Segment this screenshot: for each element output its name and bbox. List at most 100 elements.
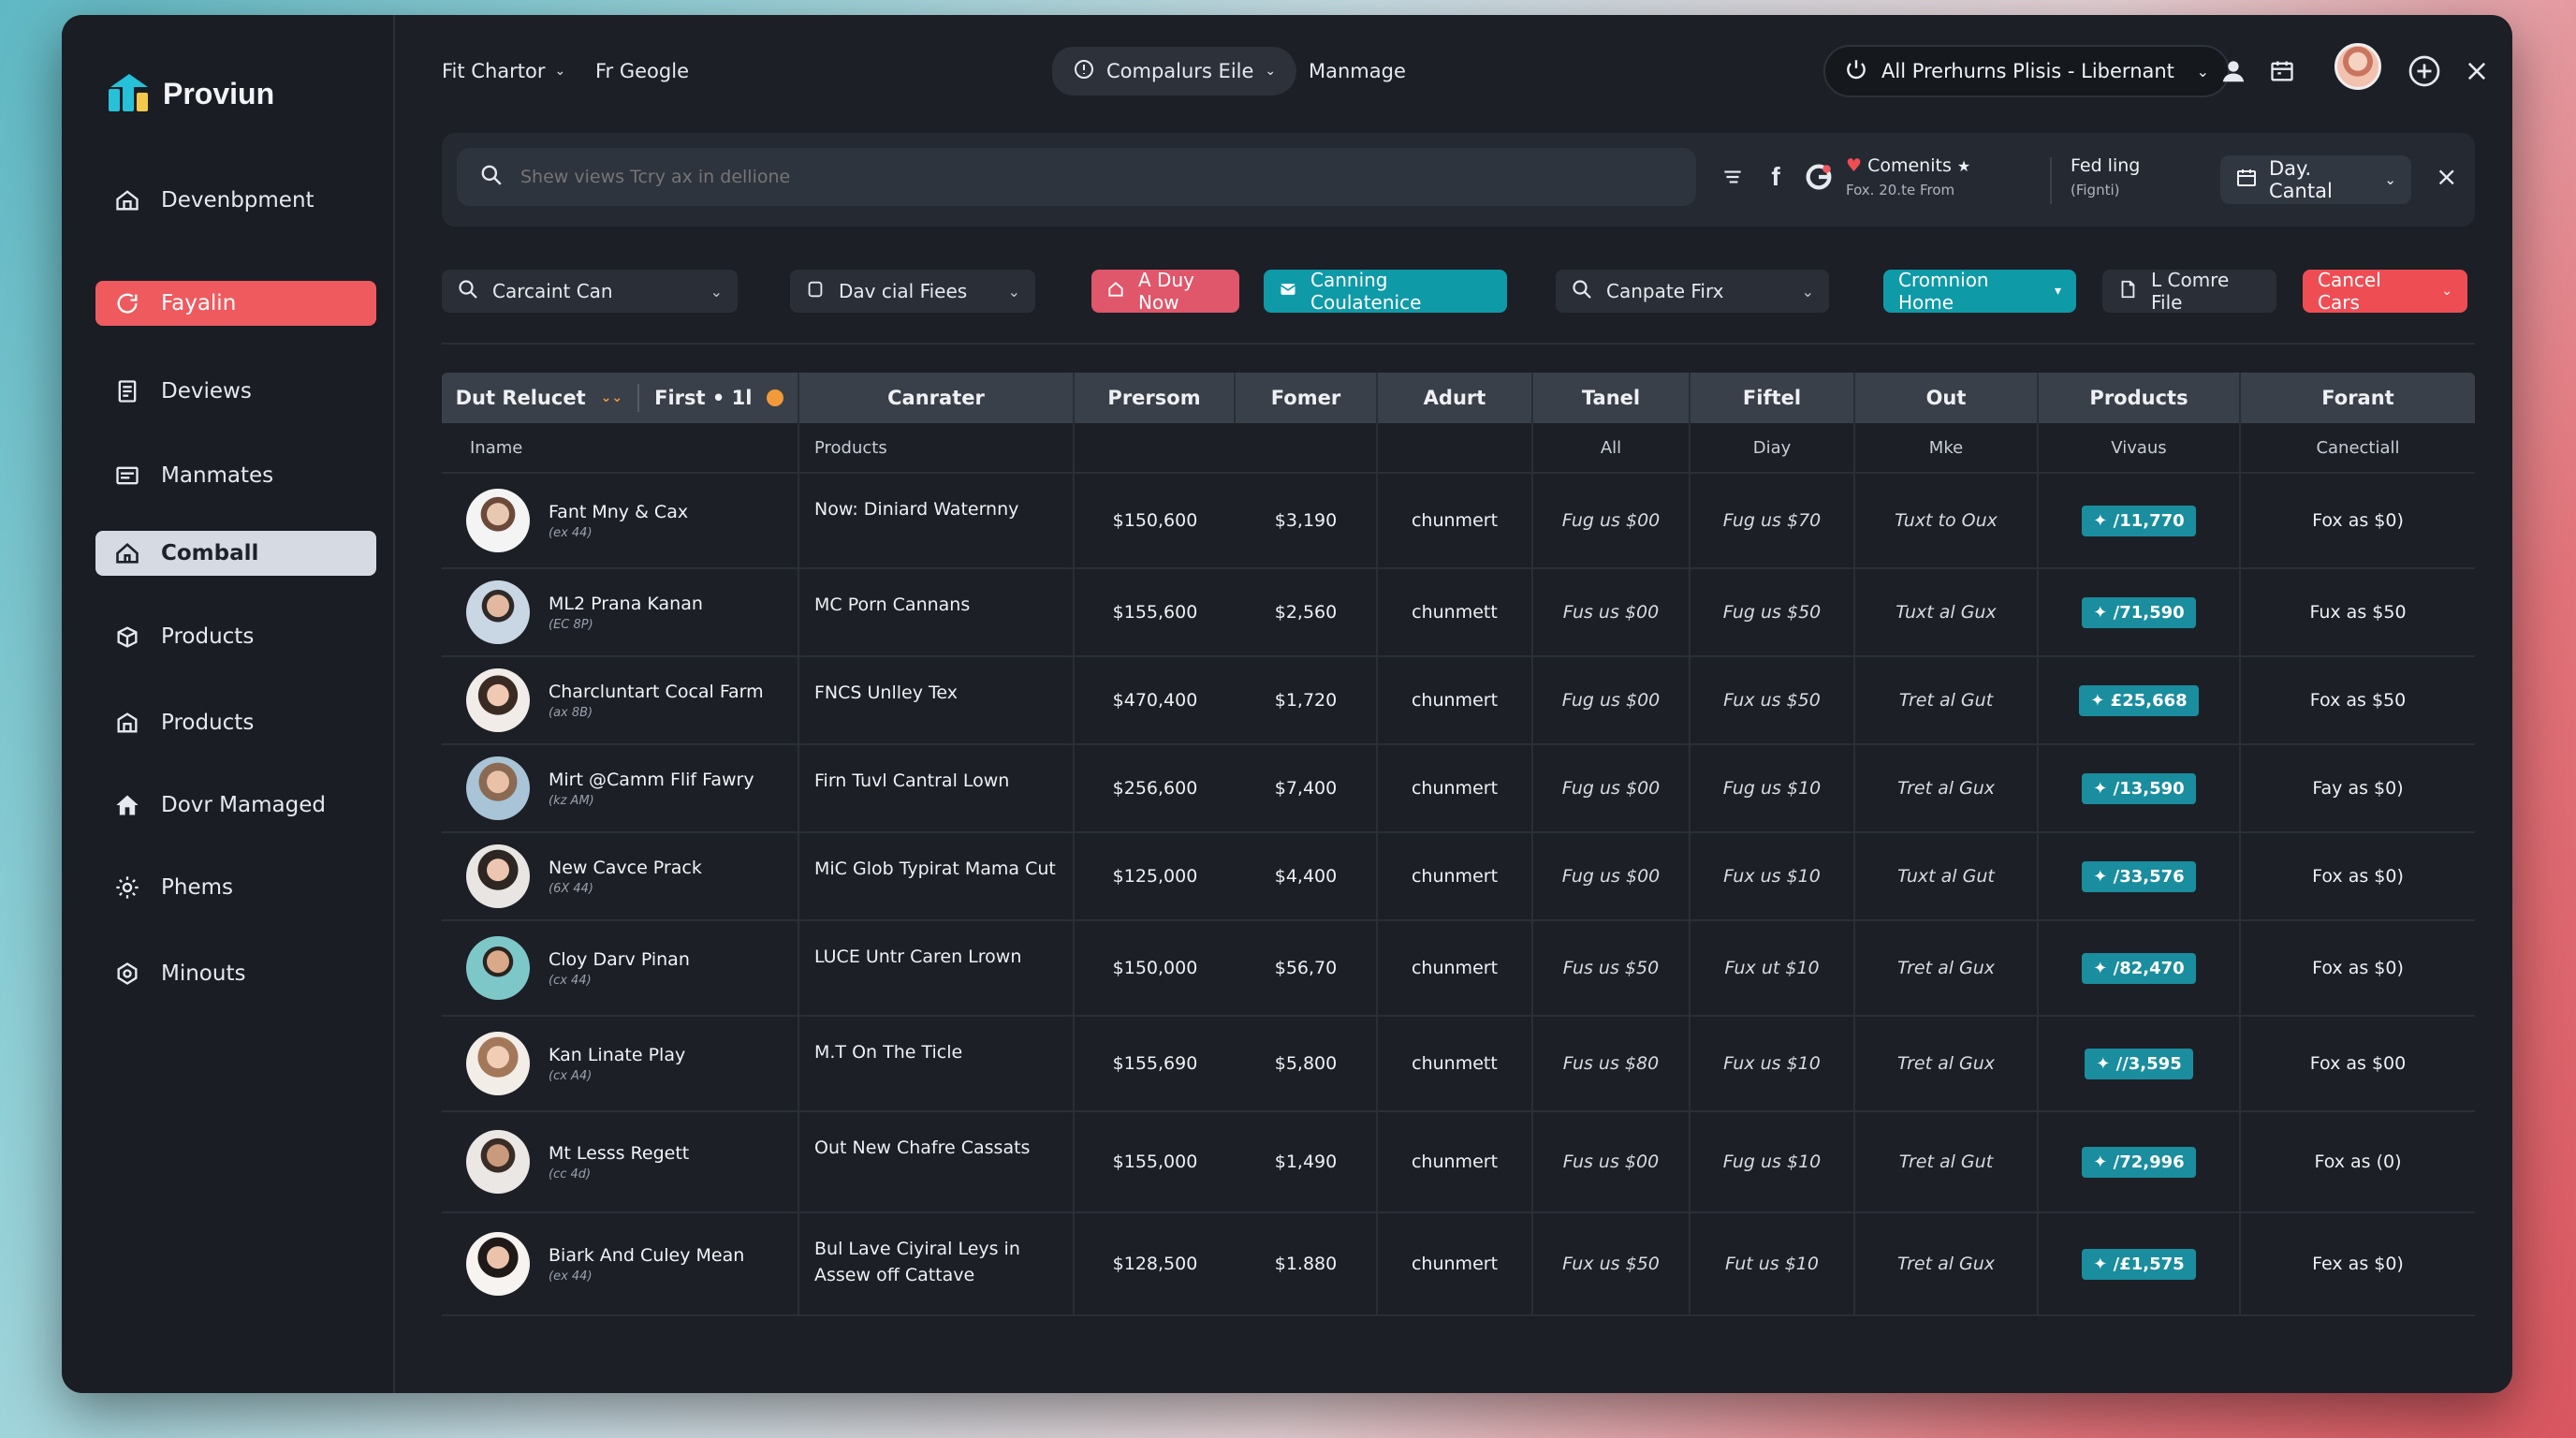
sidebar-item-minouts[interactable]: Minouts: [95, 951, 376, 996]
search-box[interactable]: [457, 148, 1696, 206]
google-icon[interactable]: [1803, 161, 1835, 193]
cell-person-value: $155,690: [1112, 1053, 1198, 1074]
filter-carcaint[interactable]: Carcaint Can ⌄: [442, 270, 738, 313]
column-header-products[interactable]: Products: [2039, 373, 2241, 423]
sidebar-item-deviews[interactable]: Deviews: [95, 369, 376, 414]
avatar[interactable]: [466, 580, 530, 644]
calendar-icon[interactable]: [2265, 54, 2299, 88]
cell-adurt: chunmett: [1378, 1017, 1533, 1110]
column-header-relucet[interactable]: Dut Relucet ⌄⌄ First • 1l: [442, 373, 799, 423]
sidebar-item-label: Phems: [161, 875, 233, 900]
brand[interactable]: Proviun: [62, 56, 393, 131]
add-icon[interactable]: [2408, 54, 2441, 88]
fit-charter-dropdown[interactable]: Fit Chartor ⌄: [442, 60, 565, 82]
column-header-canrater[interactable]: Canrater: [799, 373, 1075, 423]
close-icon[interactable]: ×: [2436, 161, 2458, 192]
cromnion-home-button[interactable]: Cromnion Home ▾: [1883, 269, 2076, 314]
sidebar-item-dovr-mamaged[interactable]: Dovr Mamaged: [95, 783, 376, 828]
table-row[interactable]: Kan Linate Play (cx A4) M.T On The Ticle $1…: [442, 1017, 2475, 1112]
person-info: New Cavce Prack (6X 44): [549, 858, 702, 896]
chevron-down-icon: ⌄: [554, 64, 566, 79]
cell-out: Tret al Gux: [1855, 1017, 2039, 1110]
filter-lines-icon[interactable]: [1717, 161, 1749, 193]
products-badge[interactable]: ✦ /£1,575: [2082, 1248, 2196, 1280]
sidebar-item-development[interactable]: Devenbpment: [95, 178, 376, 223]
table-row[interactable]: Biark And Culey Mean (ex 44) Bul Lave Ciyi…: [442, 1213, 2475, 1316]
person-code: (cc 4d): [549, 1167, 592, 1181]
subheader-canectiall: Canectiall: [2316, 437, 2400, 458]
filter-davcial[interactable]: Dav cial Fiees ⌄: [790, 270, 1035, 313]
day-select[interactable]: Day. Cantal ⌄: [2220, 155, 2411, 204]
comments-info[interactable]: ♥ Comenits ★ Fox. 20.te From: [1846, 155, 1970, 198]
table-subheader: Iname Products All Diay Mke Vivaus Canec…: [442, 423, 2475, 474]
avatar[interactable]: [466, 1232, 530, 1296]
cell-person-value: $128,500: [1112, 1254, 1198, 1274]
divider: [2050, 157, 2052, 204]
compare-file-button[interactable]: L Comre File: [2102, 269, 2276, 314]
close-icon[interactable]: [2460, 54, 2494, 88]
column-header-forant[interactable]: Forant: [2321, 387, 2394, 409]
sidebar-item-manmates[interactable]: Manmates: [95, 453, 376, 498]
table-row[interactable]: Mt Lesss Regett (cc 4d) Out New Chafre Cas…: [442, 1112, 2475, 1213]
search-icon: [1571, 278, 1593, 305]
table-row[interactable]: ML2 Prana Kanan (EC 8P) MC Porn Cannans $15…: [442, 569, 2475, 657]
column-header-out[interactable]: Out: [1855, 373, 2039, 423]
avatar[interactable]: [466, 1130, 530, 1194]
person-name: Charcluntart Cocal Farm: [549, 681, 764, 702]
search-input[interactable]: [520, 167, 1644, 187]
table-row[interactable]: New Cavce Prack (6X 44) MiC Glob Typirat M…: [442, 833, 2475, 921]
table-row[interactable]: Cloy Darv Pinan (cx 44) LUCE Untr Caren Lr…: [442, 921, 2475, 1017]
avatar[interactable]: [466, 756, 530, 820]
column-header-fomer[interactable]: Fomer: [1236, 373, 1378, 423]
sidebar-item-products[interactable]: Products: [95, 614, 376, 659]
sidebar-item-products-2[interactable]: Products: [95, 700, 376, 745]
cell-person: Kan Linate Play (cx A4): [442, 1017, 799, 1110]
buy-now-button[interactable]: A Duy Now: [1091, 269, 1239, 314]
manmage-link[interactable]: Manmage: [1309, 60, 1406, 82]
table-row[interactable]: Fant Mny & Cax (ex 44) Now: Diniard Watern…: [442, 474, 2475, 569]
cell-tanel: Fug us $00: [1533, 745, 1690, 831]
products-badge[interactable]: ✦ /72,996: [2082, 1146, 2196, 1178]
products-badge[interactable]: ✦ £25,668: [2079, 684, 2199, 716]
avatar[interactable]: [466, 668, 530, 732]
products-badge[interactable]: ✦ /11,770: [2082, 505, 2196, 536]
products-badge[interactable]: ✦ /71,590: [2082, 596, 2196, 628]
button-label: L Comre File: [2151, 269, 2230, 314]
table-row[interactable]: Mirt @Camm Flif Fawry (kz AM) Firn Tuvl Ca…: [442, 745, 2475, 833]
compalurs-pill[interactable]: Compalurs Eile ⌄: [1052, 47, 1297, 95]
feeding-info[interactable]: Fed ling (Fignti): [2071, 155, 2140, 198]
subheader-empty: [1236, 423, 1378, 472]
sidebar-item-phems[interactable]: Phems: [95, 865, 376, 910]
column-header-adurt[interactable]: Adurt: [1378, 373, 1533, 423]
filter-canpate[interactable]: Canpate Firx ⌄: [1556, 270, 1829, 313]
column-header-prersom[interactable]: Prersom: [1075, 373, 1236, 423]
column-header-fiftel[interactable]: Fiftel: [1690, 373, 1855, 423]
workspace-selector[interactable]: All Prerhurns Plisis - Libernant ⌄: [1823, 45, 2230, 97]
cell-out: Tuxt al Gut: [1855, 833, 2039, 919]
avatar[interactable]: [466, 489, 530, 552]
products-badge[interactable]: ✦ /33,576: [2082, 860, 2196, 892]
avatar[interactable]: [466, 936, 530, 1000]
products-badge[interactable]: ✦ //3,595: [2085, 1048, 2193, 1079]
table-row[interactable]: Charcluntart Cocal Farm (ax 8B) FNCS Unlle…: [442, 657, 2475, 745]
sidebar-item-comball[interactable]: Comball: [95, 531, 376, 576]
canning-button[interactable]: Canning Coulatenice: [1264, 269, 1507, 314]
cell-forant: Fex as $0): [2312, 1254, 2404, 1274]
subheader-all: All: [1533, 423, 1690, 472]
products-badge[interactable]: ✦ /82,470: [2082, 952, 2196, 984]
sidebar-item-fayalin[interactable]: Fayalin: [95, 281, 376, 326]
column-header-tanel[interactable]: Tanel: [1533, 373, 1690, 423]
badge-dot-icon: [767, 389, 784, 406]
user-avatar[interactable]: [2334, 43, 2381, 90]
avatar[interactable]: [466, 844, 530, 908]
avatar[interactable]: [466, 1032, 530, 1095]
brand-name: Proviun: [163, 76, 275, 110]
facebook-icon[interactable]: f: [1771, 162, 1780, 191]
cancel-cars-button[interactable]: Cancel Cars ⌄: [2303, 269, 2467, 314]
file-icon: [2117, 279, 2138, 304]
user-icon[interactable]: [2217, 54, 2250, 88]
products-badge[interactable]: ✦ /13,590: [2082, 772, 2196, 804]
subheader-diay: Diay: [1690, 423, 1855, 472]
clock-icon: [114, 961, 140, 987]
google-link[interactable]: Fr Geogle: [595, 60, 689, 82]
